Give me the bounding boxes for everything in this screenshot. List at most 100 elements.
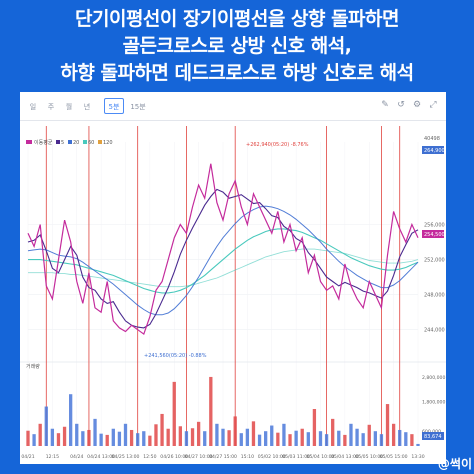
volume-bar: [355, 428, 359, 446]
chart-panel: 일 주 월 년 5분 15분 ✎ ↺ ⚙ ⤢ 256,000 252,000 248…: [20, 92, 446, 464]
series-line-이동평균: [27, 163, 419, 336]
series-line-120: [28, 248, 419, 288]
volume-bar: [300, 428, 304, 446]
volume-bar: [172, 381, 176, 446]
x-tick-label: 04/26 10:00: [160, 454, 188, 460]
volume-tick-label: 1,800,000: [422, 400, 445, 406]
volume-bar: [81, 431, 85, 446]
undo-icon[interactable]: ↺: [397, 100, 405, 110]
volume-bar: [26, 430, 30, 446]
series-line-20: [27, 205, 419, 316]
x-tick-label: 05/02 10:00: [258, 454, 286, 460]
volume-bar: [282, 423, 286, 446]
volume-bars: [26, 376, 420, 446]
volume-bar: [294, 430, 298, 446]
volume-bar: [154, 424, 158, 446]
volume-bar: [190, 428, 195, 446]
legend-swatch-60: [83, 140, 87, 144]
x-tick-label: 04/21: [21, 454, 34, 460]
headline: 단기이평선이 장기이평선을 상향 돌파하면 골든크로스로 상방 신호 해석, 하…: [0, 0, 474, 92]
draw-icon[interactable]: ✎: [381, 100, 389, 110]
volume-bar: [38, 423, 42, 446]
volume-bar: [69, 394, 73, 446]
x-tick-label: 04/24: [70, 454, 83, 460]
volume-bar: [306, 432, 310, 446]
fullscreen-icon[interactable]: ⤢: [429, 100, 437, 110]
volume-bar: [367, 424, 371, 446]
x-tick-label: 12:15: [46, 454, 59, 460]
volume-bar: [166, 428, 170, 446]
volume-bar: [404, 432, 408, 446]
volume-bar: [32, 434, 36, 446]
legend-label-20: 20: [73, 140, 79, 146]
timeframe-week[interactable]: 주: [47, 103, 55, 111]
volume-bar: [318, 431, 323, 446]
volume-bar: [239, 433, 243, 446]
volume-label: 거래량: [26, 363, 40, 370]
timeframe-year[interactable]: 년: [83, 103, 91, 111]
y-tick-label: 244,000: [424, 328, 445, 334]
timeframe-15min[interactable]: 15분: [130, 103, 146, 111]
axis-labels: 256,000 252,000 248,000 244,000 04/21 12:15 04…: [21, 223, 445, 460]
timeframe-5min[interactable]: 5분: [104, 98, 124, 114]
y-tick-label: 256,000: [424, 223, 445, 229]
volume-bar: [203, 431, 207, 446]
volume-bar: [129, 429, 134, 446]
timeframe-month[interactable]: 월: [65, 103, 73, 111]
annotation-low: +241,560(05:20) -0.88%: [144, 353, 207, 359]
volume-bar: [398, 429, 402, 446]
y-tick-label: 248,000: [424, 293, 445, 299]
volume-bar: [56, 433, 61, 446]
legend-swatch-price: [26, 140, 32, 144]
x-tick-label: 04/24 13:00: [87, 454, 115, 460]
volume-current-tag: [422, 432, 444, 440]
volume-bar: [245, 428, 250, 446]
volume-current-label: 83,674: [424, 434, 442, 440]
x-tick-label: 12:50: [143, 454, 156, 460]
volume-bar: [331, 418, 335, 446]
volume-bar: [251, 421, 256, 446]
volume-bar: [184, 431, 189, 446]
volume-bar: [50, 428, 55, 446]
volume-bar: [270, 425, 274, 446]
timeframe-day[interactable]: 일: [29, 103, 37, 111]
volume-bar: [209, 376, 213, 446]
price-tag-high: [422, 146, 444, 154]
volume-bar: [391, 423, 396, 446]
legend-label-5: 5: [61, 140, 64, 146]
volume-bar: [221, 428, 225, 446]
grid-lines: [20, 142, 446, 446]
volume-tick-label: 2,800,000: [422, 375, 445, 381]
legend-swatch-120: [98, 140, 102, 144]
x-tick-label: 05/05 15:00: [380, 454, 408, 460]
volume-bar: [264, 431, 268, 446]
settings-icon[interactable]: ⚙: [412, 100, 422, 110]
x-tick-label: 13:30: [411, 454, 424, 460]
series-lines: [27, 163, 419, 336]
x-tick-label: 05/04 13:00: [331, 454, 359, 460]
volume-bar: [123, 423, 128, 446]
volume-bar: [379, 434, 384, 446]
volume-bar: [87, 429, 91, 446]
volume-bar: [62, 426, 67, 446]
legend-swatch-5: [56, 140, 60, 144]
volume-bar: [99, 433, 103, 446]
series-line-5: [27, 188, 419, 329]
current-price-label: 254,500: [424, 232, 445, 238]
volume-bar: [160, 413, 164, 446]
legend-swatch-20: [68, 140, 72, 144]
y-side-label-price: 264,900: [424, 148, 445, 154]
volume-bar: [337, 430, 341, 446]
volume-bar: [361, 433, 365, 446]
volume-bar: [117, 431, 122, 446]
volume-bar: [142, 431, 146, 446]
x-tick-label: 05/04 10:00: [307, 454, 335, 460]
volume-bar: [257, 434, 262, 446]
volume-bar: [148, 435, 152, 446]
volume-bar: [111, 428, 115, 446]
volume-bar: [373, 431, 377, 446]
legend-label-120: 120: [103, 140, 113, 146]
x-tick-label: 05/05 10:00: [355, 454, 383, 460]
y-side-label-top: 40498: [424, 136, 440, 142]
volume-bar: [276, 432, 280, 446]
